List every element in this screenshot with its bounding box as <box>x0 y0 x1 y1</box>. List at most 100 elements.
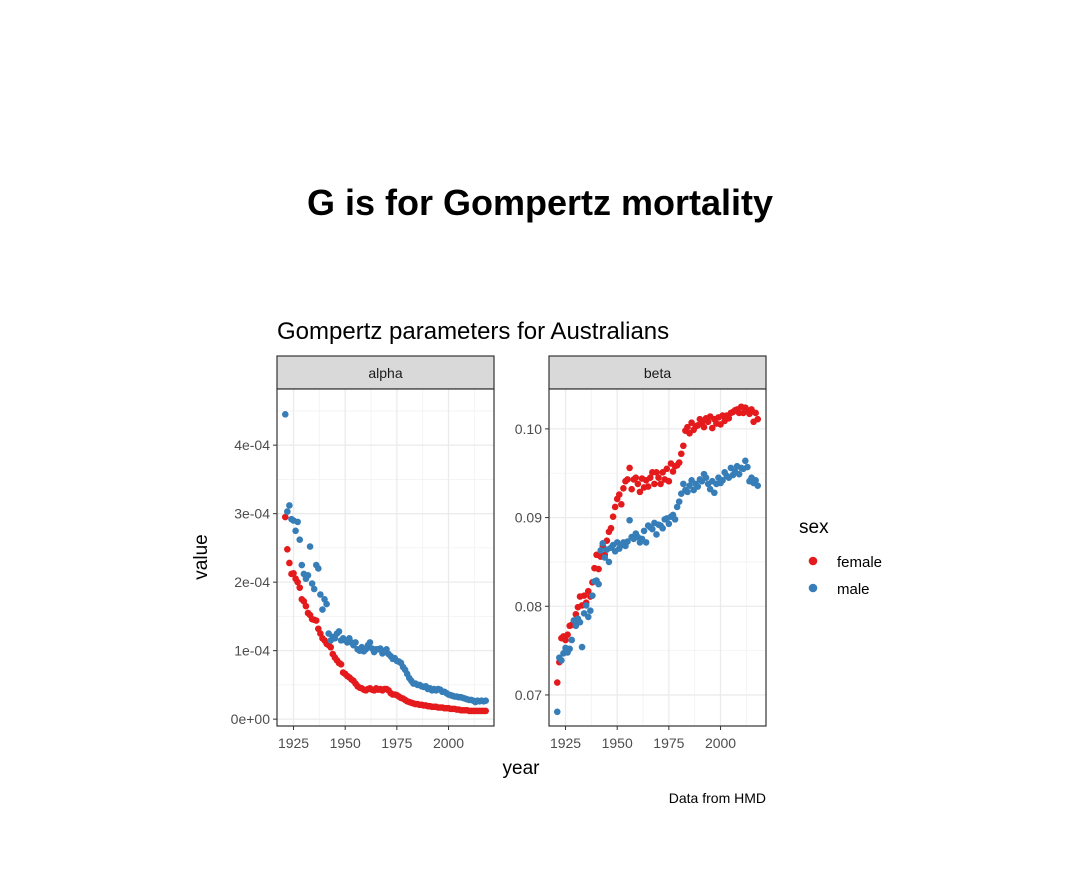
point-male <box>626 516 633 524</box>
point-male <box>665 520 673 528</box>
panel-alpha-x-axis: 1925 1950 1975 2000 <box>278 726 464 751</box>
x-tick-label: 1975 <box>653 735 684 751</box>
point-male <box>308 580 316 587</box>
point-male <box>711 489 718 497</box>
panel-beta-y-axis: 0.07 0.08 0.09 0.10 <box>515 421 549 703</box>
point-female <box>595 565 602 573</box>
x-tick-label: 1925 <box>278 735 309 751</box>
point-female <box>680 442 687 450</box>
point-female <box>752 409 759 417</box>
point-male <box>659 524 666 532</box>
panel-beta-strip-label: beta <box>644 365 671 381</box>
point-male <box>694 483 702 490</box>
point-female <box>700 423 708 431</box>
y-tick-label: 4e-04 <box>234 437 270 453</box>
point-female <box>754 415 762 423</box>
point-male <box>653 531 660 538</box>
panel-alpha-strip-label: alpha <box>368 365 402 381</box>
point-female <box>669 468 677 475</box>
point-male <box>673 503 681 511</box>
point-female <box>684 423 691 431</box>
point-female <box>584 587 592 595</box>
point-male <box>366 639 374 646</box>
panel-alpha-strip <box>276 355 495 390</box>
y-tick-label: 0.09 <box>515 510 542 526</box>
point-female <box>618 500 625 508</box>
point-female <box>632 474 640 481</box>
point-male <box>605 558 613 566</box>
point-male <box>684 488 691 496</box>
point-male <box>317 591 324 598</box>
point-male <box>482 697 490 704</box>
legend-title: sex <box>799 517 829 538</box>
point-female <box>663 465 671 473</box>
point-female <box>284 545 291 553</box>
point-female <box>655 474 662 481</box>
y-tick-label: 0.08 <box>515 598 542 614</box>
point-female <box>675 459 683 466</box>
point-male <box>599 540 607 547</box>
y-tick-label: 1e-04 <box>234 643 270 659</box>
panel-beta-x-axis: 1925 1950 1975 2000 <box>550 726 736 751</box>
y-tick-label: 3e-04 <box>234 506 270 522</box>
panel-background <box>549 389 766 726</box>
point-female <box>290 569 297 577</box>
point-male <box>310 585 318 593</box>
x-tick-label: 1950 <box>330 735 361 751</box>
point-female <box>708 424 716 432</box>
point-male <box>597 547 604 554</box>
point-female <box>628 485 635 493</box>
point-female <box>620 485 627 492</box>
point-female <box>651 480 658 488</box>
point-male <box>719 477 726 484</box>
point-male <box>315 565 322 572</box>
point-male <box>744 463 751 471</box>
point-male <box>702 474 710 481</box>
panel-beta-grid <box>549 389 766 726</box>
point-female <box>624 476 631 483</box>
y-axis-title: value <box>191 534 212 579</box>
panel-alpha: alpha 0e+00 1e-04 2e-04 3e-04 4e-04 1925 1950… <box>231 355 495 751</box>
legend-label-female: female <box>837 554 882 571</box>
panel-background <box>277 389 494 726</box>
point-male <box>566 645 573 653</box>
point-female <box>704 418 712 426</box>
point-male <box>601 554 609 561</box>
point-female <box>657 480 664 488</box>
point-female <box>611 503 619 511</box>
x-tick-label: 1975 <box>381 735 412 751</box>
point-female <box>636 488 644 496</box>
legend-key-male <box>808 583 818 593</box>
point-female <box>286 559 293 567</box>
point-female <box>725 414 733 422</box>
point-male <box>296 536 304 543</box>
point-male <box>578 643 586 651</box>
panel-alpha-y-axis: 0e+00 1e-04 2e-04 3e-04 4e-04 <box>231 437 277 727</box>
panel-beta-points <box>553 403 762 716</box>
point-male <box>649 525 656 533</box>
point-male <box>584 613 592 621</box>
point-male <box>576 618 584 626</box>
point-female <box>626 464 633 472</box>
point-male <box>304 572 312 579</box>
legend-key-female <box>808 556 818 566</box>
point-female <box>327 643 335 651</box>
chart-title: Gompertz parameters for Australians <box>277 318 669 345</box>
point-female <box>646 474 654 481</box>
point-female <box>609 513 617 521</box>
slide-title: G is for Gompertz mortality <box>306 182 774 223</box>
point-female <box>677 450 685 458</box>
panel-alpha-border <box>276 388 495 727</box>
x-tick-label: 1950 <box>602 735 633 751</box>
point-male <box>735 470 743 478</box>
point-male <box>292 527 299 535</box>
x-tick-label: 1925 <box>550 735 581 751</box>
x-axis-title: year <box>503 758 541 779</box>
point-male <box>323 600 330 608</box>
point-male <box>686 482 693 489</box>
point-male <box>352 639 359 646</box>
point-male <box>752 477 759 484</box>
y-tick-label: 0e+00 <box>231 711 271 727</box>
y-tick-label: 2e-04 <box>234 574 270 590</box>
